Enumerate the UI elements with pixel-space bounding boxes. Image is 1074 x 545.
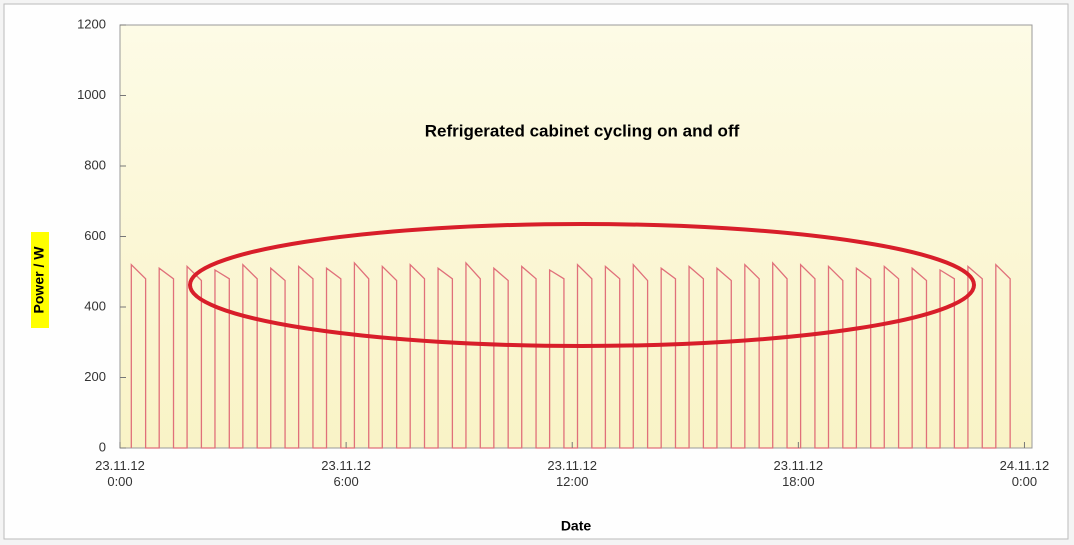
x-tick-label: 24.11.12 0:00: [999, 458, 1050, 489]
y-tick-label: 800: [84, 157, 106, 172]
y-tick-label: 1200: [77, 16, 106, 31]
y-tick-label: 0: [99, 439, 106, 454]
y-tick-label: 1000: [77, 87, 106, 102]
x-tick-label: 23.11.12 0:00: [95, 458, 145, 489]
highlight-ellipse: [188, 222, 976, 348]
y-axis-label: Power / W: [31, 246, 47, 314]
y-tick-label: 200: [84, 369, 106, 384]
y-label-highlight: [31, 232, 49, 328]
y-tick-label: 600: [84, 228, 106, 243]
power-line: [130, 261, 1011, 449]
y-tick-label: 400: [84, 298, 106, 313]
x-tick-label: 23.11.12 6:00: [321, 458, 371, 489]
x-tick-label: 23.11.12 18:00: [773, 458, 824, 489]
annotation: Refrigerated cabinet cycling on and off: [425, 121, 740, 140]
plot-area: [119, 24, 1033, 449]
x-tick-label: 23.11.12 12:00: [547, 458, 598, 489]
x-axis-label: Date: [561, 518, 592, 534]
